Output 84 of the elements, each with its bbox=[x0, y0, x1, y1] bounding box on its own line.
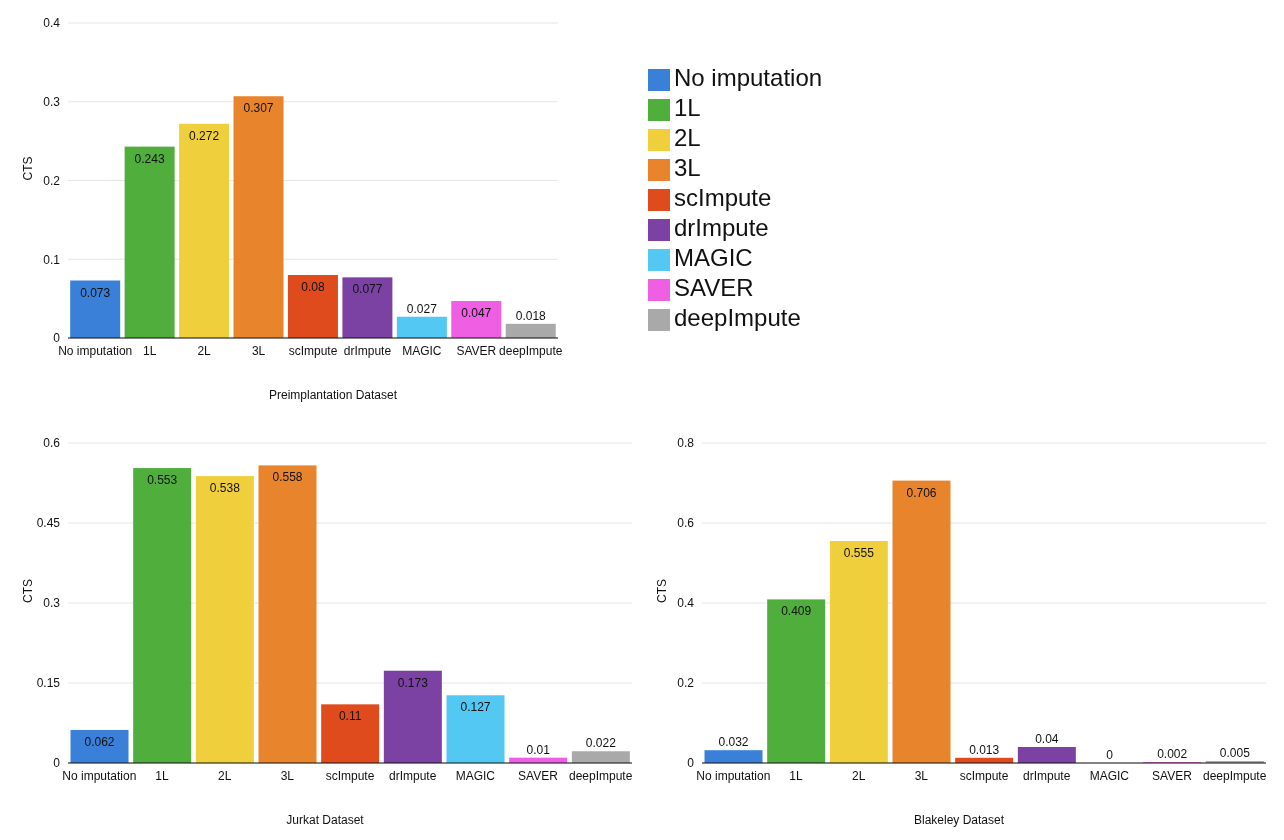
y-axis-title: CTS bbox=[655, 579, 670, 603]
y-tick-label: 0 bbox=[53, 331, 61, 346]
y-tick-label: 0 bbox=[53, 756, 61, 771]
x-tick-label: 2L bbox=[851, 768, 866, 783]
x-tick-label: SAVER bbox=[1152, 768, 1193, 783]
x-tick-label: drImpute bbox=[1022, 768, 1071, 783]
y-tick-label: 0.6 bbox=[677, 516, 695, 531]
legend-label: 1L bbox=[674, 94, 701, 121]
data-label: 0.243 bbox=[134, 151, 165, 166]
legend-label: deepImpute bbox=[674, 304, 801, 331]
y-tick-label: 0.1 bbox=[43, 252, 61, 267]
data-label: 0.005 bbox=[1219, 746, 1251, 760]
y-tick-label: 0.2 bbox=[43, 173, 61, 188]
y-axis-title: CTS bbox=[21, 156, 36, 181]
y-tick-label: 0.2 bbox=[677, 676, 695, 691]
legend-label: 3L bbox=[674, 154, 701, 181]
y-tick-label: 0 bbox=[687, 756, 695, 771]
y-tick-label: 0.8 bbox=[677, 436, 695, 451]
data-label: 0.027 bbox=[406, 301, 438, 316]
data-label: 0.173 bbox=[397, 675, 429, 690]
x-tick-label: No imputation bbox=[696, 768, 771, 783]
y-tick-label: 0.3 bbox=[43, 95, 61, 110]
x-tick-label: No imputation bbox=[62, 768, 137, 783]
y-tick-label: 0.4 bbox=[677, 596, 695, 611]
x-tick-label: 1L bbox=[155, 768, 169, 783]
x-tick-label: drImpute bbox=[388, 768, 437, 783]
data-label: 0.032 bbox=[718, 735, 749, 750]
data-label: 0 bbox=[1106, 748, 1114, 762]
data-label: 0.01 bbox=[526, 742, 551, 757]
data-label: 0.022 bbox=[585, 736, 617, 751]
x-axis-title: Preimplantation Dataset bbox=[267, 388, 399, 402]
x-tick-label: scImpute bbox=[325, 768, 375, 783]
legend-label: SAVER bbox=[674, 274, 754, 301]
x-tick-label: 3L bbox=[251, 343, 266, 358]
y-tick-label: 0.4 bbox=[43, 16, 61, 31]
data-label: 0.706 bbox=[906, 485, 937, 500]
legend-label: drImpute bbox=[674, 214, 769, 241]
x-tick-label: 2L bbox=[217, 768, 232, 783]
x-tick-label: 3L bbox=[914, 768, 929, 783]
data-label: 0.11 bbox=[338, 709, 362, 724]
x-tick-label: MAGIC bbox=[1089, 768, 1130, 783]
data-label: 0.04 bbox=[1035, 732, 1059, 746]
x-tick-label: deepImpute bbox=[568, 768, 633, 783]
data-label: 0.558 bbox=[272, 470, 303, 485]
x-tick-label: SAVER bbox=[518, 768, 559, 783]
data-label: 0.013 bbox=[969, 742, 1000, 757]
legend-label: No imputation bbox=[674, 64, 823, 91]
data-label: 0.062 bbox=[84, 734, 115, 749]
x-tick-label: deepImpute bbox=[1202, 768, 1267, 783]
x-axis-title: Jurkat Dataset bbox=[285, 813, 365, 827]
y-tick-label: 0.15 bbox=[36, 676, 61, 691]
x-tick-label: 1L bbox=[142, 343, 157, 358]
x-tick-label: 3L bbox=[280, 768, 295, 783]
data-label: 0.307 bbox=[243, 101, 274, 116]
data-label: 0.272 bbox=[189, 128, 220, 143]
y-tick-label: 0.45 bbox=[36, 516, 61, 531]
x-tick-label: No imputation bbox=[58, 343, 133, 358]
legend-label: MAGIC bbox=[674, 244, 753, 271]
legend-label: scImpute bbox=[674, 184, 772, 211]
x-tick-label: deepImpute bbox=[499, 343, 563, 358]
data-label: 0.127 bbox=[460, 700, 491, 715]
data-label: 0.538 bbox=[209, 481, 241, 496]
data-label: 0.018 bbox=[515, 308, 547, 323]
data-label: 0.555 bbox=[843, 546, 875, 560]
legend-label: 2L bbox=[674, 124, 701, 151]
data-label: 0.409 bbox=[781, 604, 812, 619]
x-tick-label: scImpute bbox=[959, 768, 1009, 783]
y-axis-title: CTS bbox=[21, 579, 36, 603]
data-label: 0.08 bbox=[301, 280, 325, 294]
x-tick-label: SAVER bbox=[456, 343, 497, 358]
x-tick-label: MAGIC bbox=[455, 768, 496, 783]
data-label: 0.553 bbox=[147, 473, 178, 488]
x-tick-label: MAGIC bbox=[402, 343, 442, 358]
data-label: 0.077 bbox=[352, 282, 383, 297]
y-tick-label: 0.6 bbox=[43, 436, 61, 451]
y-tick-label: 0.3 bbox=[43, 596, 61, 611]
x-tick-label: drImpute bbox=[343, 343, 392, 358]
data-label: 0.002 bbox=[1157, 747, 1188, 762]
x-axis-title: Blakeley Dataset bbox=[912, 813, 1005, 827]
x-tick-label: scImpute bbox=[288, 343, 338, 358]
data-label: 0.047 bbox=[461, 305, 492, 320]
x-tick-label: 2L bbox=[197, 343, 212, 358]
data-label: 0.073 bbox=[80, 285, 111, 300]
x-tick-label: 1L bbox=[789, 768, 803, 783]
